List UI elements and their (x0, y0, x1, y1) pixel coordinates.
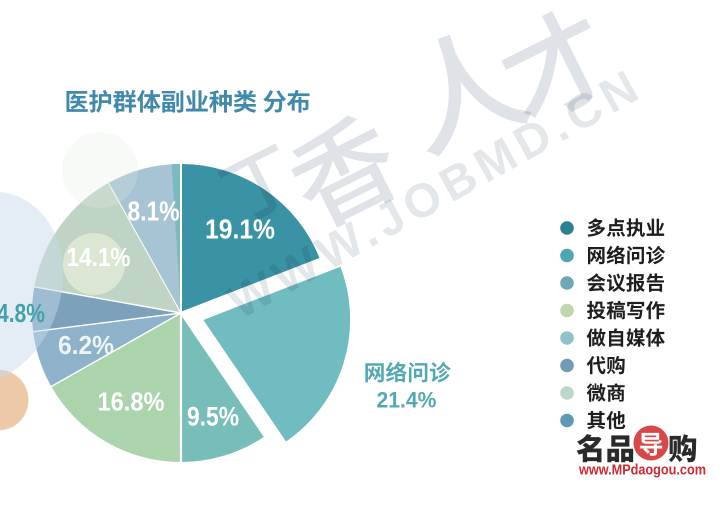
svg-text:19.1%: 19.1% (205, 214, 275, 245)
svg-text:16.8%: 16.8% (98, 387, 165, 417)
svg-text:www.MPdaogou.com: www.MPdaogou.com (578, 463, 706, 479)
svg-text:14.1%: 14.1% (67, 242, 131, 272)
svg-text:8.1%: 8.1% (128, 196, 180, 227)
svg-text:6.2%: 6.2% (58, 330, 114, 360)
svg-text:4.8%: 4.8% (0, 298, 45, 328)
svg-text:9.5%: 9.5% (187, 402, 239, 432)
svg-text:21.4%: 21.4% (377, 388, 437, 413)
